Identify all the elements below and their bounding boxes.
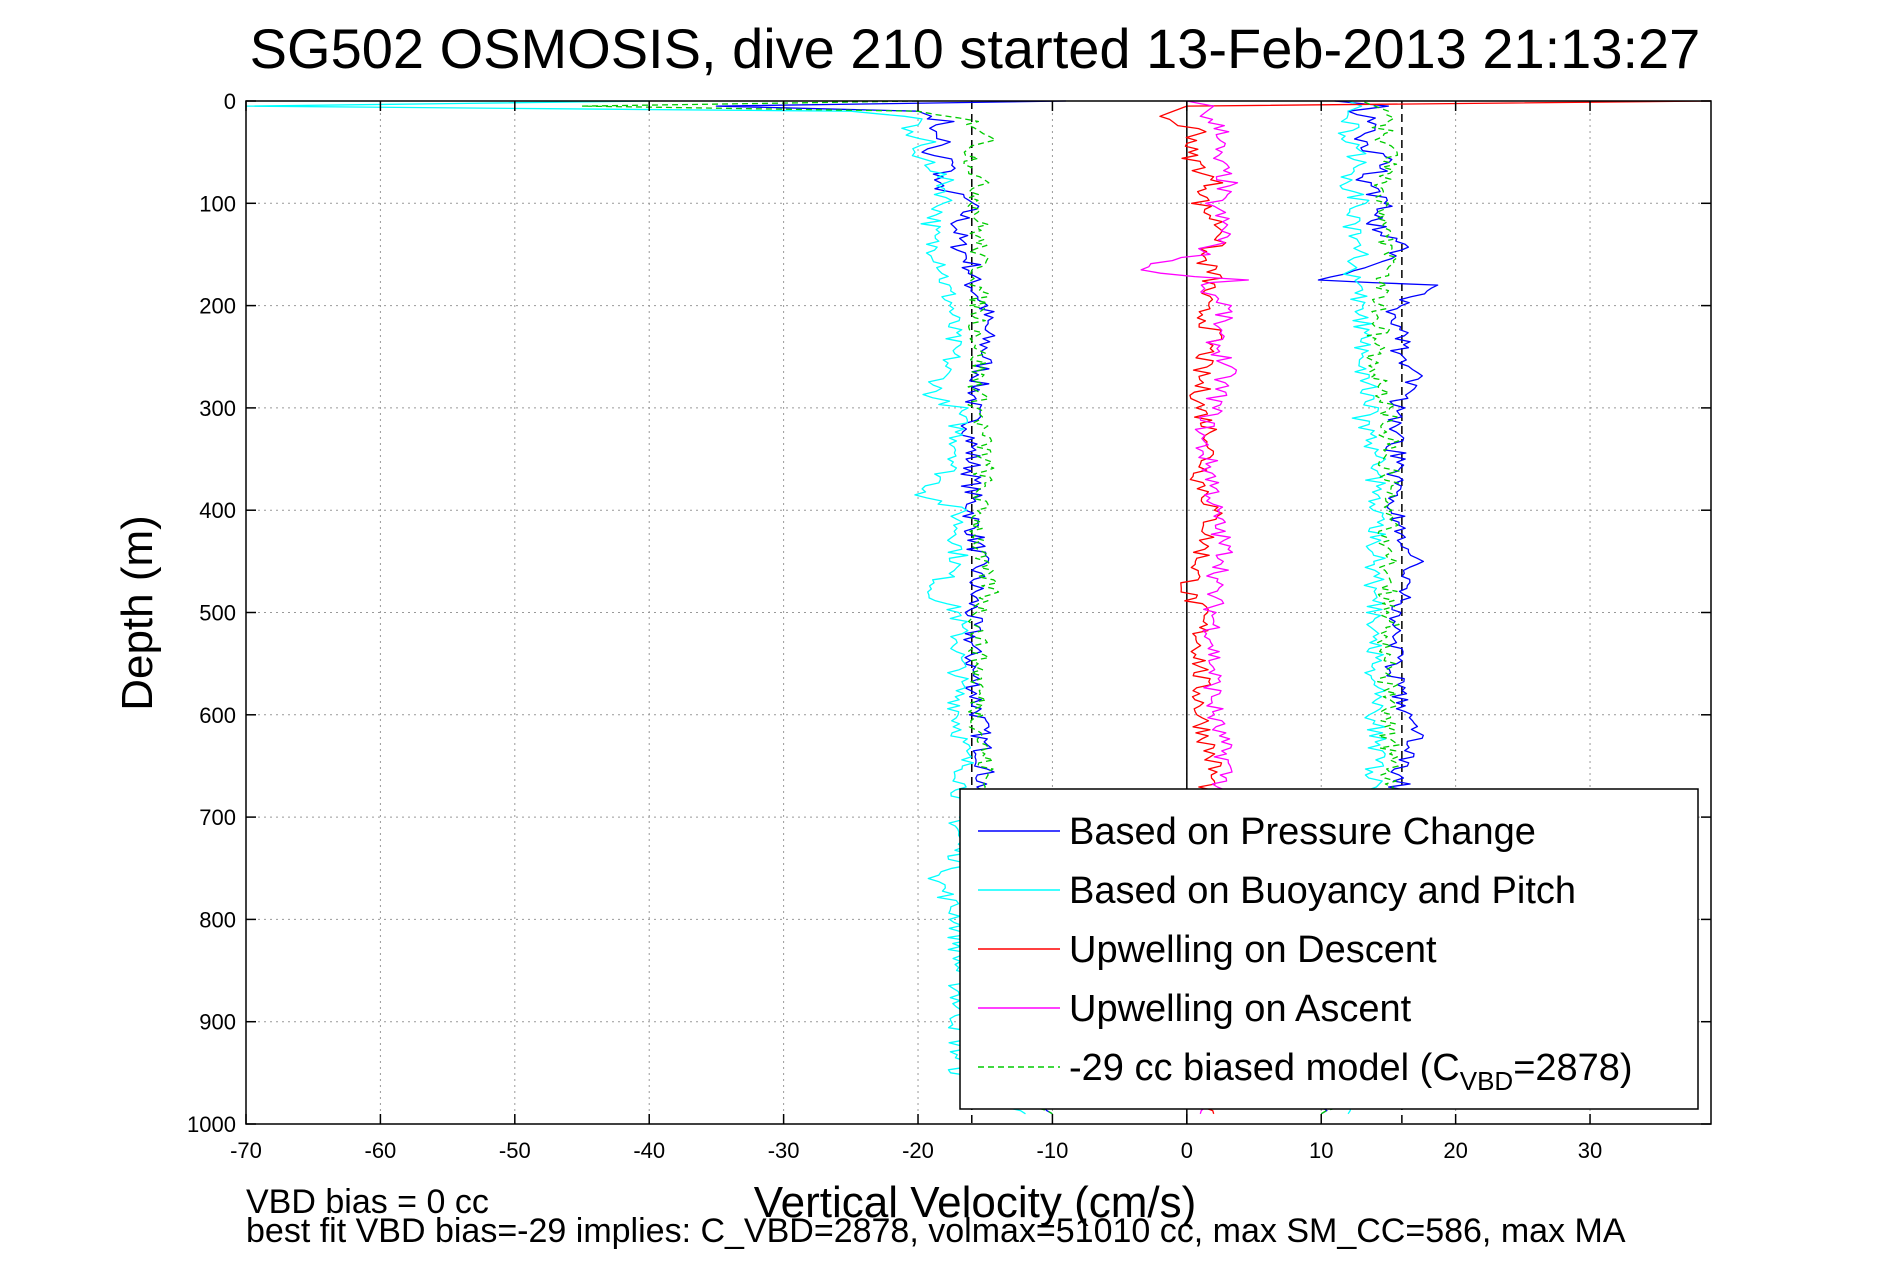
legend-entry: Upwelling on Ascent <box>1069 988 1412 1030</box>
y-tick-label: 300 <box>199 396 236 421</box>
x-tick-label: 20 <box>1443 1138 1467 1163</box>
x-tick-label: -60 <box>365 1138 397 1163</box>
y-tick-label: 700 <box>199 805 236 830</box>
series-5 <box>581 100 1400 1115</box>
x-tick-label: 10 <box>1309 1138 1333 1163</box>
series-line <box>581 100 1053 1115</box>
x-tick-label: -30 <box>768 1138 800 1163</box>
y-tick-label: 900 <box>199 1010 236 1035</box>
y-axis-label: Depth (m) <box>113 515 162 711</box>
x-axis-label: Vertical Velocity (cm/s) <box>754 1178 1197 1227</box>
legend: Based on Pressure Change Based on Buoyanc… <box>959 788 1699 1110</box>
footer-line-2: best fit VBD bias=-29 implies: C_VBD=287… <box>246 1212 1626 1250</box>
x-tick-label: -10 <box>1037 1138 1069 1163</box>
y-tick-label: 200 <box>199 294 236 319</box>
legend-entry: Upwelling on Descent <box>1069 929 1437 971</box>
axis-ticks: -70 -60 -50 -40 -30 -20 -10 0 10 20 30010020030040… <box>187 89 1711 1163</box>
y-tick-label: 400 <box>199 498 236 523</box>
x-tick-label: 30 <box>1578 1138 1602 1163</box>
series-line <box>245 100 1026 1115</box>
legend-entry: Based on Buoyancy and Pitch <box>1069 870 1576 912</box>
legend-entry: -29 cc biased model (CVBD=2878) <box>1069 1047 1633 1096</box>
x-tick-label: 0 <box>1181 1138 1193 1163</box>
y-tick-label: 800 <box>199 907 236 932</box>
y-tick-label: 0 <box>224 89 236 114</box>
chart-title: SG502 OSMOSIS, dive 210 started 13-Feb-2… <box>250 17 1701 80</box>
footer-line-1: VBD bias = 0 cc <box>246 1183 489 1221</box>
y-tick-label: 500 <box>199 601 236 626</box>
y-tick-label: 600 <box>199 703 236 728</box>
x-tick-label: -40 <box>633 1138 665 1163</box>
y-tick-label: 1000 <box>187 1112 236 1137</box>
x-tick-label: -50 <box>499 1138 531 1163</box>
y-tick-label: 100 <box>199 191 236 216</box>
x-tick-label: -20 <box>902 1138 934 1163</box>
legend-entry: Based on Pressure Change <box>1069 811 1536 853</box>
series-line <box>1320 100 1400 1115</box>
legend-box <box>959 788 1699 1110</box>
x-tick-label: -70 <box>230 1138 262 1163</box>
